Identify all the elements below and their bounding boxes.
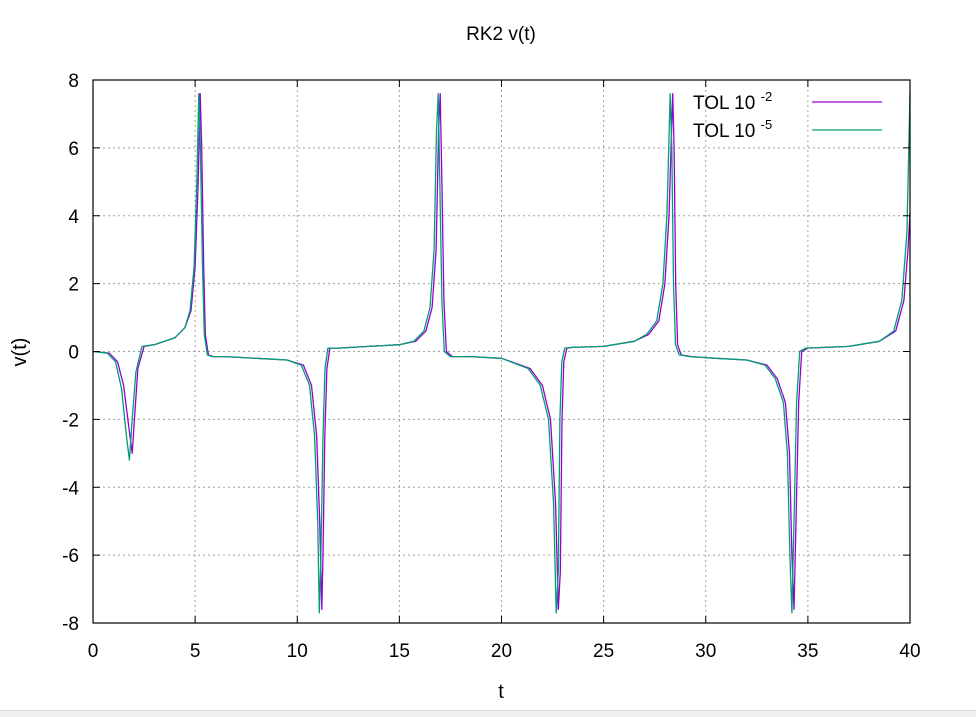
series-lines — [92, 92, 911, 614]
y-tick-label: 0 — [68, 343, 79, 364]
series-line-1 — [92, 92, 911, 611]
x-tick-label: 35 — [797, 641, 818, 662]
y-tick-label: -2 — [62, 410, 79, 431]
x-tick-label: 40 — [899, 641, 920, 662]
x-tick-label: 10 — [287, 641, 308, 662]
y-tick-label: -8 — [62, 614, 79, 635]
y-tick-label: 8 — [68, 71, 79, 92]
series-line-2 — [92, 92, 911, 614]
x-tick-label: 30 — [695, 641, 716, 662]
legend-entry-exponent: -5 — [761, 117, 773, 132]
x-axis-label: t — [498, 681, 504, 703]
axis-ticks: 0 5 10 15 20 25 30 35 40 -8 -6 -4 -2 0 2 4 6 8 — [62, 71, 920, 662]
x-tick-label: 20 — [491, 641, 512, 662]
x-tick-label: 25 — [593, 641, 614, 662]
x-tick-label: 15 — [389, 641, 410, 662]
grid-lines — [93, 80, 910, 623]
x-tick-label: 5 — [190, 641, 201, 662]
legend-entry-label: TOL 10 -2 — [693, 89, 772, 114]
chart-title: RK2 v(t) — [466, 24, 536, 45]
y-tick-label: 6 — [68, 139, 79, 160]
legend: TOL 10 -2 TOL 10 -5 — [693, 89, 882, 142]
y-tick-label: 4 — [68, 207, 79, 228]
bottom-edge-bar — [0, 710, 976, 717]
y-tick-label: -4 — [62, 478, 79, 499]
y-tick-label: -6 — [62, 546, 79, 567]
legend-entry-label: TOL 10 -5 — [693, 117, 772, 142]
y-axis-label: v(t) — [9, 338, 31, 367]
x-tick-label: 0 — [88, 641, 99, 662]
y-tick-label: 2 — [68, 275, 79, 296]
legend-entry-exponent: -2 — [761, 89, 773, 104]
